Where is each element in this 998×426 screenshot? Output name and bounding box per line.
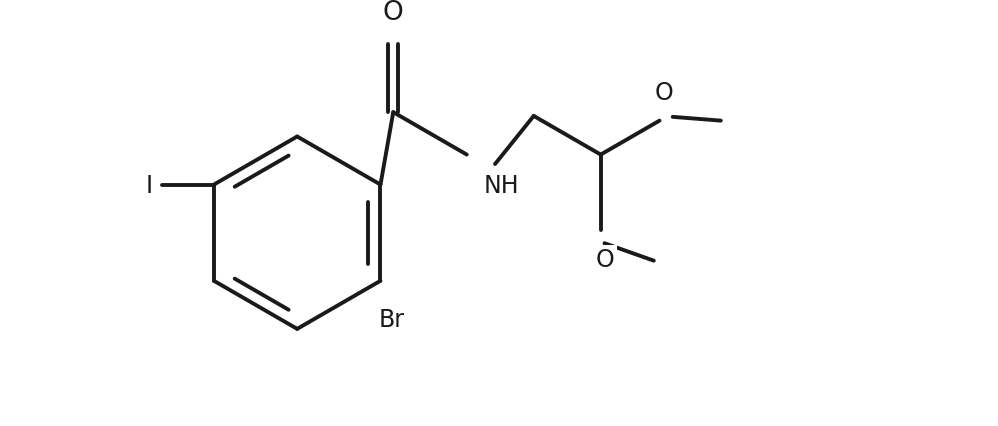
Text: O: O bbox=[596, 248, 615, 271]
Text: I: I bbox=[146, 173, 153, 197]
Text: O: O bbox=[383, 0, 403, 26]
Text: NH: NH bbox=[484, 174, 519, 198]
Text: Br: Br bbox=[379, 308, 405, 331]
Text: O: O bbox=[655, 81, 674, 104]
